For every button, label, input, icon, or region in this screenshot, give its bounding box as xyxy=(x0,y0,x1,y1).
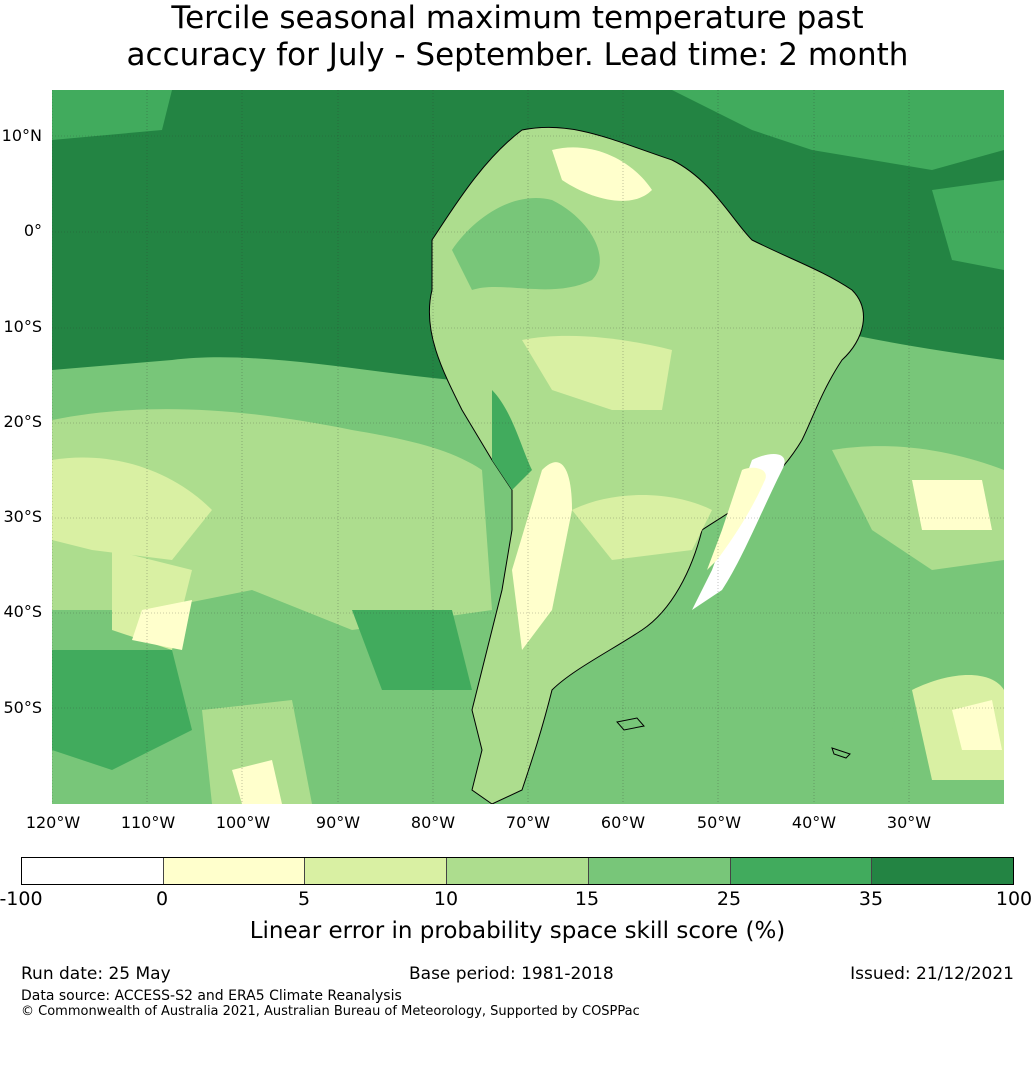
lon-label-70w: 70°W xyxy=(505,813,551,832)
colorbar-swatch-2 xyxy=(163,858,306,884)
colorbar-tick: 0 xyxy=(155,888,169,910)
region-low-skill-coast xyxy=(692,454,785,610)
lon-label-100w: 100°W xyxy=(215,813,271,832)
colorbar-swatch-1 xyxy=(22,858,164,884)
base-period: Base period: 1981-2018 xyxy=(409,964,614,984)
colorbar-swatch-3 xyxy=(305,858,448,884)
colorbar-tick: 10 xyxy=(433,888,459,910)
colorbar xyxy=(21,857,1014,885)
colorbar-swatch-6 xyxy=(730,858,873,884)
colorbar-label: Linear error in probability space skill … xyxy=(249,918,786,944)
lon-label-80w: 80°W xyxy=(410,813,456,832)
lon-label-110w: 110°W xyxy=(120,813,176,832)
colorbar-tick: -100 xyxy=(0,888,43,910)
skill-score-map xyxy=(52,90,1004,804)
colorbar-tick: 25 xyxy=(716,888,742,910)
lat-label-50s: 50°S xyxy=(3,698,42,717)
colorbar-tick: 5 xyxy=(297,888,311,910)
lat-label-20s: 20°S xyxy=(3,412,42,431)
lon-label-50w: 50°W xyxy=(696,813,742,832)
lat-label-30s: 30°S xyxy=(3,507,42,526)
colorbar-swatch-5 xyxy=(588,858,731,884)
falkland-islands xyxy=(616,717,645,731)
colorbar-swatch-4 xyxy=(447,858,589,884)
south-america-landmass xyxy=(428,126,864,804)
lon-label-90w: 90°W xyxy=(315,813,361,832)
lon-label-30w: 30°W xyxy=(886,813,932,832)
lat-label-10n: 10°N xyxy=(1,126,42,145)
colorbar-swatch-7 xyxy=(872,858,1014,884)
title-line-2: accuracy for July - September. Lead time… xyxy=(126,37,909,73)
data-source: Data source: ACCESS-S2 and ERA5 Climate … xyxy=(21,988,402,1004)
map-panel xyxy=(52,90,1004,804)
lat-label-0: 0° xyxy=(23,221,42,240)
colorbar-tick: 100 xyxy=(995,888,1033,910)
lon-label-40w: 40°W xyxy=(791,813,837,832)
copyright: © Commonwealth of Australia 2021, Austra… xyxy=(21,1004,640,1019)
map-title: Tercile seasonal maximum temperature pas… xyxy=(0,0,1035,74)
run-date: Run date: 25 May xyxy=(21,964,171,984)
issued-date: Issued: 21/12/2021 xyxy=(850,964,1014,984)
colorbar-tick: 15 xyxy=(574,888,600,910)
south-georgia xyxy=(831,747,851,759)
lat-label-10s: 10°S xyxy=(3,317,42,336)
graticule xyxy=(52,90,1004,804)
colorbar-tick: 35 xyxy=(858,888,884,910)
title-line-1: Tercile seasonal maximum temperature pas… xyxy=(171,0,864,36)
lon-label-120w: 120°W xyxy=(25,813,81,832)
lon-label-60w: 60°W xyxy=(600,813,646,832)
lat-label-40s: 40°S xyxy=(3,602,42,621)
